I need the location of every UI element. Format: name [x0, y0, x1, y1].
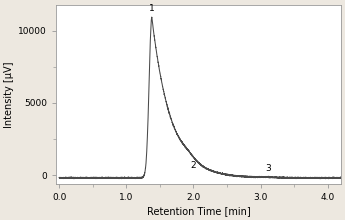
X-axis label: Retention Time [min]: Retention Time [min]: [147, 206, 250, 216]
Text: 2: 2: [190, 161, 196, 170]
Y-axis label: Intensity [μV]: Intensity [μV]: [4, 61, 14, 128]
Text: 3: 3: [266, 164, 272, 173]
Text: 1: 1: [149, 4, 155, 13]
